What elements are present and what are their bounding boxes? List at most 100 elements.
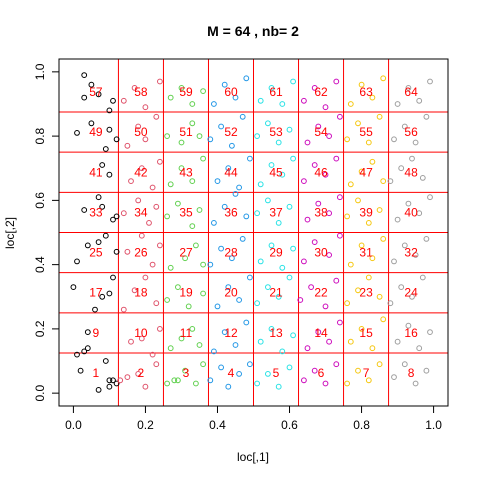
grid-lines	[59, 59, 448, 406]
data-point	[131, 287, 138, 294]
data-point	[347, 101, 354, 107]
data-point	[232, 94, 239, 101]
data-point	[106, 290, 113, 297]
cell-label: 28	[224, 246, 238, 260]
data-point	[167, 345, 174, 352]
data-point	[337, 113, 343, 120]
data-point	[337, 232, 343, 239]
data-point	[175, 284, 181, 291]
data-point	[110, 216, 116, 223]
data-point	[257, 338, 264, 345]
data-point	[99, 203, 106, 210]
data-point	[376, 113, 383, 120]
data-point	[315, 200, 322, 207]
data-point	[369, 94, 376, 101]
cell-label: 64	[404, 85, 418, 99]
data-point	[189, 101, 196, 107]
data-point	[365, 139, 372, 146]
data-point	[254, 133, 261, 140]
data-point	[254, 210, 261, 217]
data-point	[232, 342, 239, 348]
cell-label: 19	[179, 286, 193, 300]
data-point	[279, 264, 286, 271]
cell-label: 25	[89, 246, 103, 260]
data-point	[315, 123, 322, 130]
data-point	[416, 210, 423, 217]
data-point	[164, 213, 171, 220]
data-point	[110, 97, 116, 104]
cell-label: 54	[314, 125, 328, 139]
data-point	[247, 274, 253, 281]
cell-label: 12	[224, 326, 238, 340]
cell-label: 11	[180, 326, 193, 340]
cell-label: 9	[93, 326, 100, 340]
cell-label: 7	[363, 366, 370, 380]
data-point	[95, 387, 102, 393]
data-point	[268, 326, 275, 332]
data-point	[326, 252, 333, 258]
data-point	[391, 258, 397, 265]
cell-label: 59	[179, 85, 193, 99]
data-point	[128, 178, 134, 185]
data-point	[182, 255, 189, 262]
data-point	[120, 306, 127, 313]
cell-label: 60	[224, 85, 238, 99]
data-point	[401, 242, 408, 249]
data-point	[369, 158, 376, 165]
cell-label: 6	[318, 366, 325, 380]
data-point	[416, 97, 423, 104]
data-point	[218, 123, 225, 130]
data-point	[157, 78, 163, 85]
data-point	[358, 168, 365, 175]
data-point	[196, 133, 203, 140]
data-point	[358, 326, 365, 332]
data-point	[391, 136, 397, 143]
cell-label: 34	[134, 205, 148, 219]
cell-label: 57	[89, 85, 103, 99]
data-point	[275, 383, 282, 390]
data-point	[218, 364, 225, 371]
cell-label: 22	[314, 286, 328, 300]
data-point	[200, 361, 207, 368]
data-point	[333, 277, 340, 284]
data-point	[401, 123, 408, 130]
data-point	[405, 85, 412, 91]
data-point	[110, 377, 116, 384]
data-point	[326, 133, 333, 140]
cell-label: 43	[179, 165, 193, 179]
data-point	[427, 194, 433, 201]
y-axis-title: loc[,2]	[3, 217, 17, 249]
data-point	[405, 200, 412, 207]
data-point	[394, 216, 401, 223]
data-point	[211, 348, 217, 355]
data-point	[81, 207, 88, 213]
data-point	[355, 120, 361, 127]
data-point	[84, 329, 91, 336]
cell-label: 3	[183, 366, 190, 380]
data-point	[409, 293, 415, 300]
data-point	[412, 380, 419, 387]
data-point	[120, 210, 127, 217]
data-point	[214, 303, 221, 310]
data-point	[164, 133, 171, 140]
data-point	[369, 255, 376, 262]
data-point	[412, 139, 419, 146]
cell-label: 42	[134, 165, 148, 179]
data-point	[286, 274, 293, 281]
data-point	[157, 326, 163, 332]
cell-label: 45	[269, 165, 283, 179]
data-point	[387, 178, 394, 185]
cell-label: 46	[314, 165, 328, 179]
data-point	[344, 300, 351, 307]
cell-label: 41	[89, 165, 103, 179]
data-point	[95, 239, 102, 246]
data-point	[398, 165, 405, 172]
data-point	[142, 274, 149, 281]
data-point	[290, 332, 297, 339]
data-point	[211, 101, 217, 107]
data-point	[239, 236, 246, 242]
x-axis-title: loc[,1]	[237, 450, 269, 464]
data-point	[286, 364, 293, 371]
data-point	[167, 181, 174, 188]
data-point	[254, 300, 261, 307]
